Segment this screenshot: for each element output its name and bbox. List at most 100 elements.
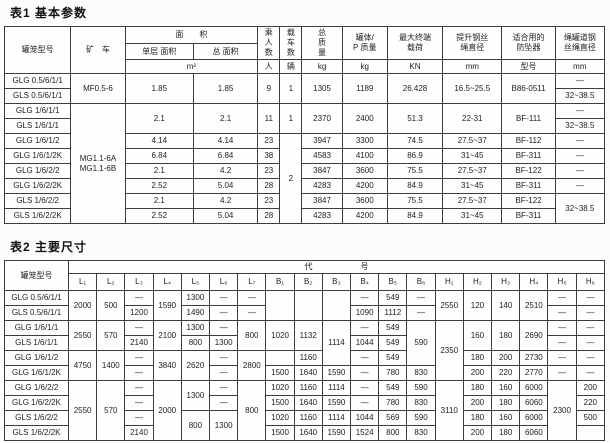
data-cell: 3847 (301, 193, 343, 209)
data-cell: 5.04 (192, 178, 259, 194)
data-cell: B86-0511 (501, 73, 556, 104)
table2-header: 罐笼型号代 号 L₁ L₂ L₃ L₄ L₅ L₆ L₇ B₁ B₂ B₃ B₄ B₅ B₆ H₁ H₂ H₃ H… (4, 260, 606, 291)
table1-body: GLG 0.5/6/1/1 MF0.5-6 1.85 1.85 9 1 1305 1189 26… (3, 73, 606, 224)
data-cell: — (209, 380, 239, 396)
header-cell: H₅ (547, 273, 577, 291)
table-row: GLS 1/6/1/1 32~38.5 (3, 118, 606, 134)
data-cell: — (547, 290, 577, 306)
data-cell: 6000 (519, 380, 549, 396)
data-cell: BF-311 (501, 208, 556, 224)
data-cell: 500 (96, 290, 126, 321)
table2-body: GLG 0.5/6/1/1 2000 500—1590 1300— — —549—2550… (4, 290, 606, 441)
data-cell: 2000 (67, 290, 98, 321)
data-cell: — (575, 365, 606, 381)
data-cell: — (406, 290, 436, 306)
data-cell: 160 (491, 410, 521, 426)
data-cell: 569 (378, 410, 408, 426)
table-row: GLG 1/6/1/1 MG1.1-6A MG1.1-6B 2.1 2.1 11 1 237… (3, 103, 606, 224)
data-cell: 1020 (265, 410, 295, 426)
header-cell: B₆ (406, 273, 436, 291)
data-cell: 549 (378, 335, 408, 351)
data-cell: 1590 (321, 365, 352, 381)
data-cell: GLG 1/6/1/2K (3, 148, 72, 164)
data-cell: 6060 (519, 395, 549, 411)
data-cell: GLG 1/6/1/2 (4, 350, 69, 366)
data-cell: 1 (279, 103, 303, 134)
data-cell: — (554, 103, 606, 119)
header-cell: KN (386, 59, 444, 74)
data-cell: 1640 (293, 425, 323, 441)
data-cell: 160 (491, 380, 521, 396)
header-cell: 矿 车 (70, 26, 126, 74)
header-cell: 总 面积 (192, 43, 259, 60)
header-cell: m² (124, 59, 259, 74)
data-cell: 200 (462, 365, 493, 381)
data-cell: 28 (257, 178, 281, 194)
data-cell: GLS 1/6/1/1 (3, 118, 72, 134)
data-cell: 3840 (152, 350, 182, 381)
table-row: GLG 1/6/2/2K 2.52 5.04 28 4283 4200 84.9 31~45 B… (3, 178, 606, 194)
data-cell: 1090 (350, 305, 380, 321)
data-cell: 830 (406, 395, 436, 411)
data-cell: 1132 (293, 320, 323, 351)
data-cell: 4283 (301, 208, 343, 224)
header-cell: 适合用的 防坠器 (501, 26, 556, 60)
data-cell: 180 (462, 350, 493, 366)
data-cell: GLS 0.5/6/1/1 (3, 88, 72, 104)
data-cell: — (124, 395, 154, 411)
data-cell: 4100 (341, 148, 388, 164)
data-cell: 549 (378, 290, 408, 306)
data-cell: 1305 (301, 73, 343, 104)
header-cell: 乘 人 数 (257, 26, 281, 60)
data-cell: 2620 (180, 350, 211, 381)
data-cell: 120 (462, 290, 493, 321)
data-cell: 830 (406, 425, 436, 441)
data-cell: 2370 (301, 103, 343, 134)
data-cell: 32~38.5 (554, 88, 606, 104)
header-cell: mm (442, 59, 503, 74)
data-cell: BF-122 (501, 163, 556, 179)
data-cell: 800 (378, 425, 408, 441)
table-row: GLS 1/6/2/2 2.1 4.2 23 3847 3600 75.5 27.5~37 BF… (3, 193, 606, 224)
data-cell: 4.14 (192, 133, 259, 149)
data-cell: 2100 (152, 320, 182, 351)
data-cell: — (237, 290, 267, 306)
data-cell: — (554, 178, 606, 194)
data-cell: — (209, 305, 239, 321)
data-cell: GLG 1/6/2/2K (3, 178, 72, 194)
table-row: GLG 1/6/1/1 2550 570—2100 1300—800 1020 1132 1… (4, 320, 606, 381)
data-cell: GLS 1/6/2/2K (3, 208, 72, 224)
data-cell (293, 290, 323, 321)
data-cell: — (547, 350, 577, 366)
header-cell: B₅ (378, 273, 408, 291)
main-dimensions-table: 罐笼型号代 号 L₁ L₂ L₃ L₄ L₅ L₆ L₇ B₁ B₂ B₃ B₄ B₅ B₆ H₁ H₂ H₃ H… (4, 260, 606, 441)
data-cell: 4200 (341, 208, 388, 224)
header-cell: H₄ (519, 273, 549, 291)
data-cell: 1640 (293, 365, 323, 381)
data-cell: 2.1 (192, 103, 259, 134)
data-cell: 1.85 (124, 73, 194, 104)
data-cell: 160 (462, 320, 493, 351)
data-cell: — (575, 350, 606, 366)
table-row: GLG 0.5/6/1/1 2000 500—1590 1300— — —549—2550… (4, 290, 606, 321)
data-cell: 140 (491, 290, 521, 321)
data-cell: — (124, 410, 154, 426)
header-cell: H₂ (462, 273, 493, 291)
data-cell: BF-311 (501, 178, 556, 194)
data-cell: 23 (257, 193, 281, 209)
data-cell: 1500 (265, 395, 295, 411)
data-cell: — (406, 305, 436, 321)
data-cell: 4.2 (192, 163, 259, 179)
data-cell: 1112 (378, 305, 408, 321)
data-cell: — (554, 148, 606, 164)
data-cell: BF-112 (501, 133, 556, 149)
data-cell: 500 (575, 410, 606, 426)
data-cell: 800 (237, 320, 267, 351)
header-cell: 罐笼型号 (4, 260, 69, 291)
table-row: GLG 1/6/1/2 4.14 4.14 23 2 3947 3300 74.5 27.5~3… (3, 133, 606, 224)
header-cell: L₆ (209, 273, 239, 291)
table-row: GLS 0.5/6/1/1 32~38.5 (3, 88, 606, 104)
data-cell: 2550 (434, 290, 464, 321)
data-cell (321, 290, 352, 321)
